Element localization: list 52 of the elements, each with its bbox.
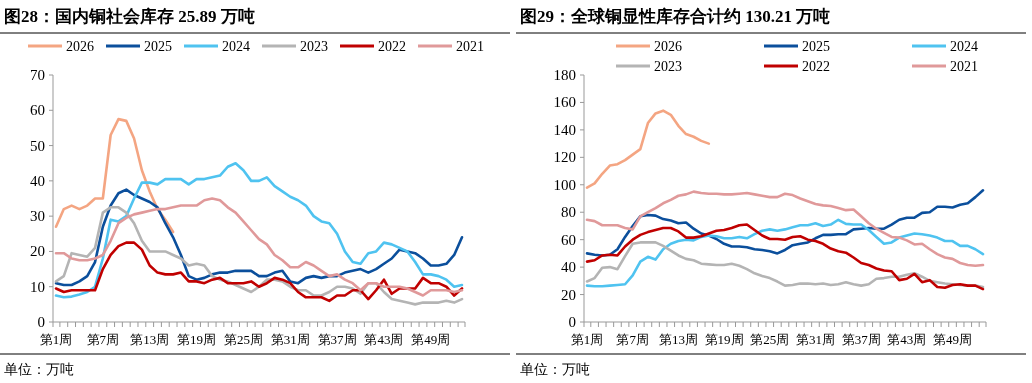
y-tick-label: 30 — [30, 208, 45, 225]
x-tick-label: 第19周 — [704, 332, 744, 347]
x-tick-label: 第13周 — [130, 332, 170, 347]
x-tick-label: 第1周 — [570, 332, 604, 347]
x-tick-label: 第25周 — [750, 332, 790, 347]
x-tick-label: 第31周 — [270, 332, 310, 347]
y-tick-label: 50 — [30, 137, 45, 154]
y-tick-label: 10 — [30, 278, 45, 295]
y-tick-label: 80 — [561, 204, 576, 221]
x-tick-label: 第7周 — [86, 332, 120, 347]
legend-label: 2021 — [456, 39, 484, 54]
x-tick-label: 第1周 — [39, 332, 73, 347]
x-tick-label: 第43周 — [364, 332, 404, 347]
legend-label: 2026 — [654, 39, 682, 54]
legend-label: 2023 — [300, 39, 328, 54]
text: 单位：万吨 — [520, 362, 590, 377]
x-tick-label: 第49周 — [933, 332, 973, 347]
y-tick-label: 70 — [30, 67, 45, 83]
y-tick-label: 60 — [561, 231, 576, 248]
legend-label: 2023 — [654, 59, 682, 74]
legend-label: 2024 — [222, 39, 250, 54]
x-tick-label: 第31周 — [795, 332, 835, 347]
x-tick-label: 第43周 — [887, 332, 927, 347]
legend-label: 2021 — [950, 59, 978, 74]
y-tick-label: 100 — [553, 176, 576, 193]
legend-label: 2025 — [802, 39, 830, 54]
y-tick-label: 20 — [30, 243, 45, 260]
y-tick-label: 40 — [30, 172, 45, 189]
chart-title: 图28：国内铜社会库存 25.89 万吨 — [4, 7, 255, 26]
x-tick-label: 第7周 — [616, 332, 649, 347]
y-tick-label: 120 — [553, 149, 576, 166]
legend-label: 2022 — [802, 59, 830, 74]
x-tick-label: 第13周 — [658, 332, 698, 347]
text: 单位：万吨 — [4, 362, 74, 377]
y-tick-label: 40 — [561, 259, 576, 276]
y-tick-label: 140 — [553, 121, 576, 138]
x-tick-label: 第49周 — [411, 332, 451, 347]
chart-title: 图29：全球铜显性库存合计约 130.21 万吨 — [520, 7, 831, 26]
x-tick-label: 第37周 — [841, 332, 881, 347]
y-tick-label: 60 — [30, 102, 45, 119]
legend-label: 2024 — [950, 39, 978, 54]
x-tick-label: 第37周 — [317, 332, 357, 347]
y-tick-label: 160 — [553, 94, 576, 111]
legend-label: 2022 — [378, 39, 406, 54]
y-tick-label: 180 — [553, 67, 576, 83]
y-tick-label: 20 — [561, 286, 576, 303]
y-tick-label: 0 — [37, 314, 45, 330]
legend-label: 2026 — [66, 39, 94, 54]
legend-label: 2025 — [144, 39, 172, 54]
x-tick-label: 第25周 — [223, 332, 263, 347]
y-tick-label: 0 — [568, 314, 576, 330]
x-tick-label: 第19周 — [177, 332, 217, 347]
